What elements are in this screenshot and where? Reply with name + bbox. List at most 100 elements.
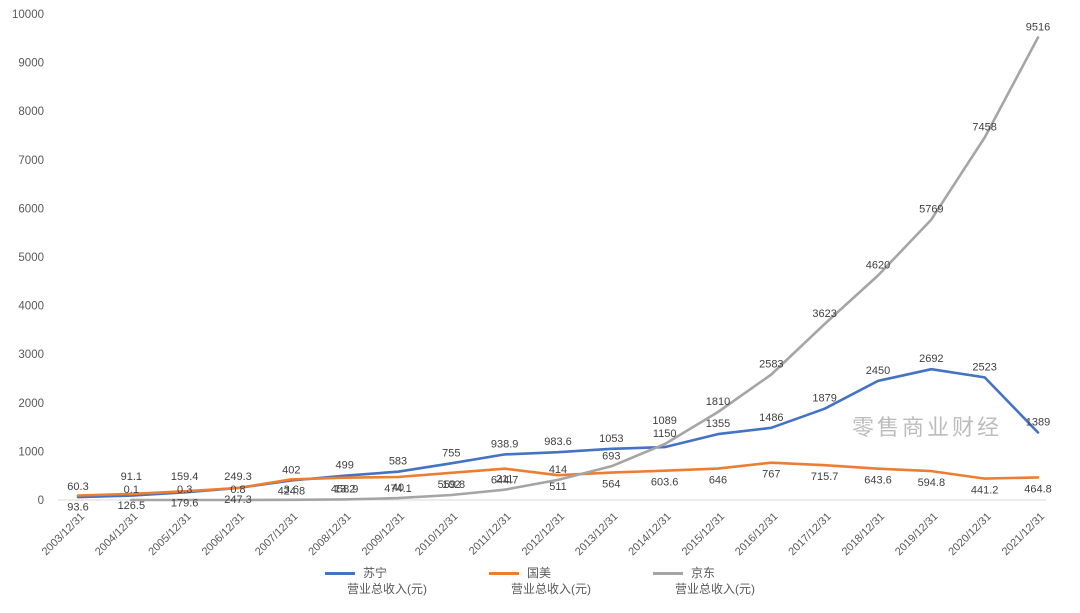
y-axis-tick-label: 10000 — [12, 9, 44, 21]
data-label-gome: 767 — [762, 469, 780, 481]
y-axis-tick-label: 5000 — [18, 252, 44, 264]
data-label-suning: 1053 — [599, 433, 623, 445]
legend-series-name: 国美 — [527, 566, 552, 580]
data-label-suning: 249.3 — [224, 471, 252, 483]
x-axis-tick-label: 2019/12/31 — [893, 511, 940, 558]
y-axis-tick-label: 9000 — [18, 58, 44, 70]
x-axis-tick-label: 2021/12/31 — [1000, 511, 1047, 558]
x-axis-tick-label: 2005/12/31 — [146, 511, 193, 558]
data-label-gome: 564 — [602, 479, 620, 491]
chart-legend: 苏宁 营业总收入(元) 国美 营业总收入(元) 京东 营业总收入(元) — [0, 566, 1080, 597]
x-axis-tick-label: 2003/12/31 — [40, 511, 87, 558]
data-label-jd: 1150 — [653, 428, 677, 440]
legend-swatch-gome — [489, 572, 519, 575]
data-label-gome: 458.9 — [331, 484, 359, 496]
legend-series-name: 京东 — [691, 566, 716, 580]
data-label-gome: 511 — [549, 481, 567, 493]
data-label-jd: 5769 — [919, 204, 943, 216]
y-axis-tick-label: 6000 — [18, 203, 44, 215]
data-label-gome: 93.6 — [67, 501, 88, 513]
data-label-jd: 13.2 — [334, 483, 355, 495]
data-label-suning: 2692 — [919, 353, 943, 365]
x-axis-tick-label: 2009/12/31 — [360, 511, 407, 558]
data-label-suning: 755 — [442, 447, 460, 459]
x-axis-tick-label: 2010/12/31 — [413, 511, 460, 558]
data-label-suning: 1486 — [759, 412, 783, 424]
data-label-jd: 9516 — [1026, 22, 1050, 34]
x-axis-tick-label: 2015/12/31 — [680, 511, 727, 558]
data-label-jd: 0.1 — [124, 484, 139, 496]
data-label-gome: 126.5 — [118, 500, 146, 512]
legend-swatch-jd — [653, 572, 683, 575]
data-label-suning: 1089 — [652, 415, 676, 427]
legend-item-gome: 国美 营业总收入(元) — [489, 566, 591, 597]
data-label-jd: 3623 — [812, 308, 836, 320]
data-label-suning: 983.6 — [544, 436, 572, 448]
data-label-jd: 40 — [392, 482, 404, 494]
data-label-jd: 414 — [549, 464, 567, 476]
data-label-jd: 7458 — [972, 122, 996, 134]
y-axis-tick-label: 8000 — [18, 106, 44, 118]
x-axis-tick-label: 2008/12/31 — [306, 511, 353, 558]
data-label-jd: 0.8 — [230, 484, 245, 496]
legend-swatch-suning — [325, 572, 355, 575]
series-line-suning — [76, 367, 1040, 499]
series-line-gome — [76, 461, 1040, 497]
data-label-jd: 2583 — [759, 358, 783, 370]
data-label-gome: 594.8 — [918, 477, 946, 489]
x-axis-tick-label: 2004/12/31 — [93, 511, 140, 558]
data-label-suning: 1355 — [706, 418, 730, 430]
legend-series-sublabel: 营业总收入(元) — [347, 582, 427, 596]
data-label-gome: 715.7 — [811, 471, 839, 483]
legend-item-suning: 苏宁 营业总收入(元) — [325, 566, 427, 597]
x-axis-tick-label: 2007/12/31 — [253, 511, 300, 558]
data-label-suning: 2450 — [866, 365, 890, 377]
x-axis-tick-label: 2018/12/31 — [840, 511, 887, 558]
data-label-suning: 91.1 — [121, 471, 142, 483]
data-label-jd: 1810 — [706, 396, 730, 408]
legend-item-jd: 京东营业总收入(元) — [653, 566, 755, 597]
y-axis-tick-label: 2000 — [18, 398, 44, 410]
legend-entry-row: 苏宁 — [325, 566, 387, 581]
data-label-suning: 1879 — [812, 393, 836, 405]
y-axis-tick-label: 7000 — [18, 155, 44, 167]
data-label-suning: 938.9 — [491, 438, 519, 450]
data-label-gome: 559.8 — [438, 479, 466, 491]
data-label-suning: 583 — [389, 456, 407, 468]
data-label-jd: 211 — [496, 474, 514, 486]
data-label-gome: 643.6 — [864, 475, 892, 487]
y-axis-tick-label: 4000 — [18, 301, 44, 313]
x-axis-tick-label: 2013/12/31 — [573, 511, 620, 558]
legend-series-sublabel: 营业总收入(元) — [675, 582, 755, 596]
x-axis-tick-label: 2016/12/31 — [733, 511, 780, 558]
data-label-suning: 1389 — [1026, 416, 1050, 428]
data-label-suning: 402 — [282, 464, 300, 476]
x-axis-tick-label: 2012/12/31 — [520, 511, 567, 558]
legend-entry-row: 国美 — [489, 566, 551, 581]
y-axis-tick-label: 1000 — [18, 446, 44, 458]
data-label-gome: 644.7 — [491, 475, 519, 487]
data-label-jd: 3.6 — [284, 484, 299, 496]
data-label-gome: 646 — [709, 475, 727, 487]
x-axis-tick-label: 2020/12/31 — [946, 511, 993, 558]
data-label-jd: 693 — [602, 450, 620, 462]
y-axis-tick-label: 3000 — [18, 349, 44, 361]
series-line-jd — [130, 36, 1040, 502]
data-label-jd: 4620 — [866, 259, 890, 271]
data-label-suning: 60.3 — [67, 481, 88, 493]
data-label-jd: 0.3 — [177, 484, 192, 496]
y-axis-tick-label: 0 — [38, 495, 44, 507]
data-label-jd: 102 — [442, 479, 460, 491]
data-label-gome: 474.1 — [384, 483, 412, 495]
data-label-suning: 499 — [335, 460, 353, 472]
x-axis-tick-label: 2011/12/31 — [467, 511, 514, 558]
data-label-gome: 247.3 — [224, 494, 252, 506]
data-label-gome: 179.6 — [171, 497, 199, 509]
data-label-gome: 441.2 — [971, 485, 999, 497]
data-label-suning: 2523 — [972, 361, 996, 373]
x-axis-tick-label: 2006/12/31 — [200, 511, 247, 558]
data-label-gome: 603.6 — [651, 477, 679, 489]
data-label-gome: 424.8 — [278, 485, 306, 497]
